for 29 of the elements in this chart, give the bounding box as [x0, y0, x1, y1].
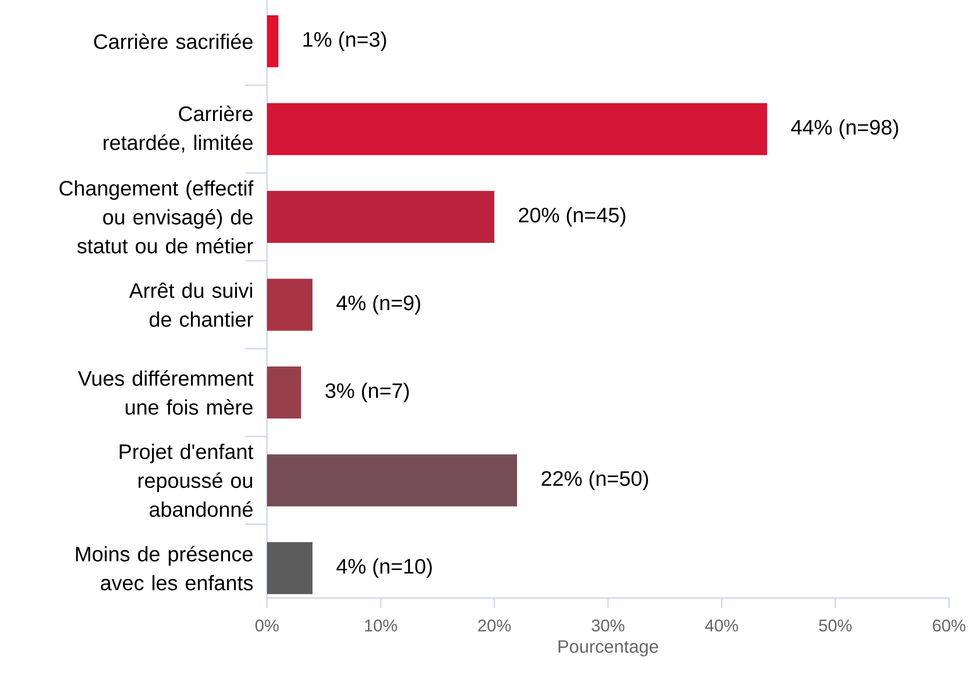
x-tick-label: 60% — [932, 620, 966, 632]
y-tick-label: Vues différemment une fois mère — [78, 370, 254, 415]
y-tick-label: Changement (effectif ou envisagé) de statut ou de métier — [60, 180, 254, 254]
data-label: 1% (n=3) — [303, 32, 386, 52]
x-tick-label: 50% — [819, 620, 852, 632]
x-tick-label: 0% — [255, 620, 279, 632]
data-label: 44% (n=98) — [791, 119, 898, 139]
data-label: 22% (n=50) — [542, 470, 648, 490]
data-label: 20% (n=45) — [518, 207, 626, 227]
y-tick-label: Projet d'enfant repoussé ou abandonné — [120, 444, 254, 517]
x-tick-label: 20% — [478, 620, 511, 632]
data-label: 3% (n=7) — [325, 382, 409, 402]
bar — [267, 542, 312, 594]
y-tick-label: Arrêt du suivi de chantier — [129, 282, 254, 327]
bar — [267, 103, 768, 156]
bar — [267, 15, 278, 68]
y-tick-label: Carrière sacrifiée — [94, 33, 253, 50]
bar — [267, 454, 518, 506]
x-tick-label: 40% — [705, 620, 738, 632]
data-label: 4% (n=10) — [336, 558, 432, 578]
data-label: 4% (n=9) — [336, 294, 420, 314]
x-axis-title: Pourcentage — [558, 640, 658, 656]
x-tick-label: 30% — [592, 620, 624, 632]
bar — [267, 190, 494, 243]
bar — [267, 278, 312, 331]
y-tick-label: Carrière retardée, limitée — [104, 106, 253, 153]
x-tick-label: 10% — [365, 620, 398, 632]
bar — [267, 366, 302, 419]
y-tick-label: Moins de présence avec les enfants — [76, 546, 253, 590]
